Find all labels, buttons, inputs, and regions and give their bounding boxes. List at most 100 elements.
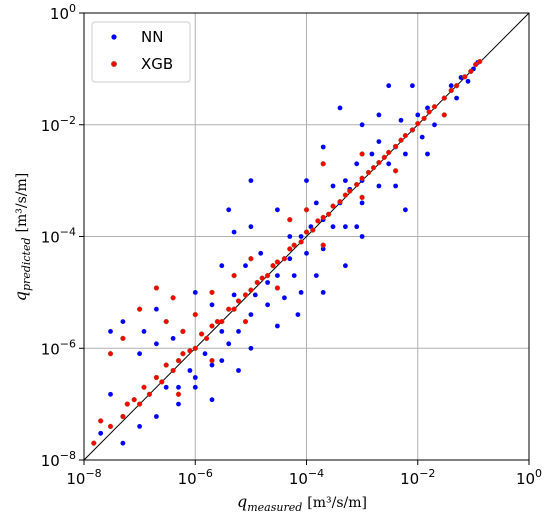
nn-point <box>410 83 415 89</box>
nn-point <box>291 273 297 278</box>
nn-point <box>359 234 365 239</box>
xgb-point <box>107 423 114 430</box>
nn-point <box>359 200 365 206</box>
y-tick-label: 10−8 <box>41 449 76 470</box>
nn-point <box>265 280 270 285</box>
xgb-point <box>120 413 126 420</box>
xgb-point <box>242 292 249 298</box>
xgb-point <box>303 207 310 213</box>
nn-point <box>354 161 360 167</box>
xgb-point <box>248 287 254 293</box>
nn-point <box>432 122 437 128</box>
nn-point <box>386 83 392 89</box>
nn-point <box>376 112 382 118</box>
nn-point <box>376 139 382 145</box>
xgb-point <box>376 159 382 166</box>
xgb-point <box>298 239 304 245</box>
xgb-point <box>330 203 336 209</box>
nn-point <box>448 83 454 89</box>
xgb-point <box>209 289 215 296</box>
xgb-point <box>264 272 271 279</box>
xgb-point <box>381 154 387 161</box>
nn-point <box>425 105 430 111</box>
xgb-point <box>421 115 427 122</box>
nn-point <box>226 341 232 347</box>
nn-point <box>337 105 343 111</box>
nn-point <box>415 112 421 118</box>
nn-point <box>386 161 392 167</box>
nn-point <box>376 183 382 189</box>
nn-point <box>252 292 258 298</box>
xgb-point <box>426 109 432 115</box>
xgb-point <box>281 256 288 262</box>
x-tick-label: 10−2 <box>400 467 435 488</box>
nn-point <box>298 234 304 239</box>
nn-point <box>192 384 198 390</box>
xgb-point <box>231 272 237 279</box>
xgb-point <box>291 242 297 248</box>
xgb-point <box>209 357 215 364</box>
nn-point <box>192 290 198 295</box>
legend-marker-nn <box>111 34 117 40</box>
xgb-point <box>310 227 316 233</box>
nn-point <box>454 95 459 101</box>
nn-point <box>419 134 425 140</box>
x-tick-label: 10−4 <box>289 467 324 488</box>
nn-point <box>258 250 264 256</box>
xgb-point <box>203 335 210 342</box>
xgb-point <box>254 279 260 286</box>
xgb-point <box>242 318 249 325</box>
legend: NN XGB <box>91 21 191 83</box>
nn-point <box>330 224 336 230</box>
xgb-point <box>180 351 186 357</box>
x-axis-title: qmeasured [m³/s/m] <box>237 492 367 514</box>
nn-point <box>313 200 319 206</box>
xgb-point <box>170 295 176 301</box>
nn-point <box>120 440 126 446</box>
nn-point <box>219 329 225 334</box>
xgb-point <box>175 357 182 364</box>
xgb-series <box>91 58 483 446</box>
xgb-point <box>124 401 130 407</box>
xgb-point <box>170 367 176 374</box>
nn-point <box>369 151 375 157</box>
y-tick-label: 10−4 <box>41 226 76 247</box>
xgb-point <box>409 127 416 133</box>
nn-point <box>209 397 215 403</box>
legend-label-nn: NN <box>141 28 163 46</box>
nn-point <box>154 341 159 347</box>
xgb-point <box>146 391 153 397</box>
xgb-point <box>359 151 365 157</box>
nn-point <box>465 78 471 84</box>
xgb-point <box>386 149 392 156</box>
xgb-point <box>354 181 360 188</box>
nn-series <box>98 60 481 446</box>
xgb-point <box>359 194 365 201</box>
nn-point <box>226 207 232 213</box>
legend-label-xgb: XGB <box>141 55 173 73</box>
xgb-point <box>180 328 186 335</box>
nn-point <box>209 302 215 308</box>
xgb-point <box>214 318 221 325</box>
nn-point <box>248 178 254 184</box>
x-tick-label: 100 <box>516 467 542 488</box>
y-tick-label: 10−6 <box>41 337 76 358</box>
nn-point <box>243 263 248 269</box>
xgb-point <box>274 259 281 265</box>
nn-point <box>170 336 176 341</box>
xgb-point <box>398 137 404 143</box>
axis-ticks: 10−8 10−6 10−4 10−2 100 10−8 10−6 10−4 10−2 100 <box>41 2 542 488</box>
x-tick-label: 10−8 <box>66 467 101 488</box>
nn-point <box>304 178 309 184</box>
xgb-point <box>226 306 232 312</box>
nn-point <box>403 151 408 157</box>
xgb-point <box>153 374 160 381</box>
nn-point <box>137 424 143 429</box>
nn-point <box>248 224 254 230</box>
nn-point <box>120 319 126 324</box>
nn-point <box>108 329 113 334</box>
nn-point <box>398 117 404 123</box>
xgb-point <box>342 192 349 198</box>
xgb-point <box>136 306 143 312</box>
xgb-point <box>287 217 293 223</box>
